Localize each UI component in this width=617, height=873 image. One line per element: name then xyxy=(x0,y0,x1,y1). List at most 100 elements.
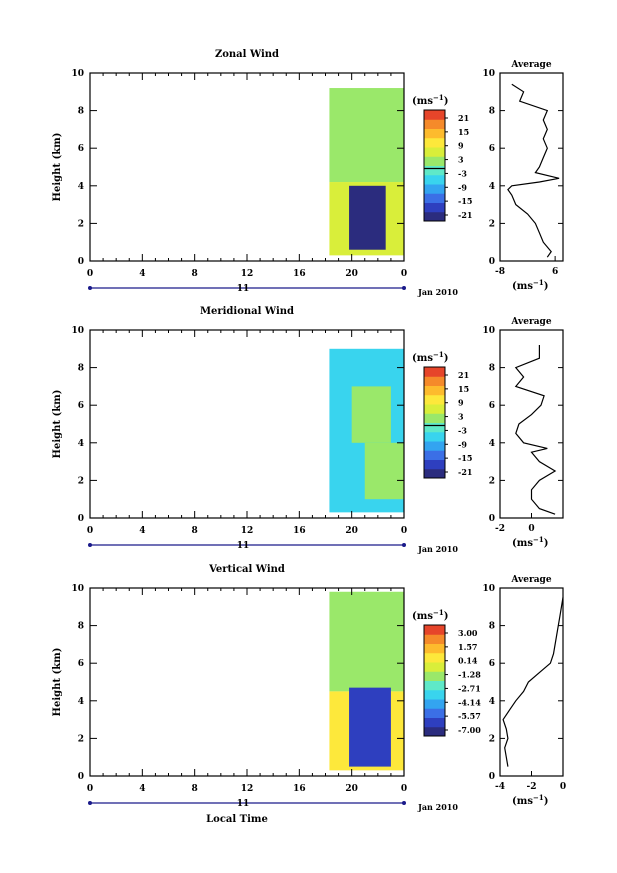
y-tick-label: 6 xyxy=(78,659,84,669)
colorbar-label: 15 xyxy=(458,384,469,394)
profile-y-tick-label: 2 xyxy=(489,219,495,229)
x-tick-label: 20 xyxy=(345,269,358,279)
colorbar-segment xyxy=(424,726,445,737)
y-tick-label: 0 xyxy=(78,257,84,267)
x-tick-label: 0 xyxy=(401,526,407,536)
colorbar-segment xyxy=(424,385,445,396)
colorbar-segment xyxy=(424,699,445,709)
colorbar-segment xyxy=(424,404,445,414)
colorbar-segment xyxy=(424,156,445,166)
y-tick-label: 6 xyxy=(78,401,84,411)
profile-y-tick-label: 6 xyxy=(489,659,495,669)
x-tick-label: 12 xyxy=(241,526,254,536)
profile-y-tick-label: 4 xyxy=(489,697,495,707)
colorbar-segment xyxy=(424,662,445,672)
day-axis-marker xyxy=(88,286,92,290)
colorbar-frame xyxy=(423,624,446,737)
colorbar-label: -5.57 xyxy=(458,711,481,721)
average-title: Average xyxy=(510,317,551,327)
profile-x-tick-label: 0 xyxy=(528,524,534,534)
colorbar-label: -2.71 xyxy=(458,683,481,693)
x-tick-label: 20 xyxy=(345,784,358,794)
colorbar-label: 1.57 xyxy=(458,642,477,652)
y-tick-label: 2 xyxy=(78,734,84,744)
x-tick-label: 4 xyxy=(139,526,145,536)
heat-cell xyxy=(329,591,404,692)
profile-y-tick-label: 0 xyxy=(489,772,495,782)
colorbar-segment xyxy=(424,459,445,470)
day-axis-marker xyxy=(88,543,92,547)
colorbar-segment xyxy=(424,165,445,176)
profile-line xyxy=(507,83,560,258)
x-tick-label: 20 xyxy=(345,526,358,536)
day-axis-marker xyxy=(402,286,406,290)
heat-cell xyxy=(364,442,404,500)
colorbar-segment xyxy=(424,193,445,203)
x-tick-label: 16 xyxy=(293,784,306,794)
profile-frame xyxy=(499,587,564,777)
colorbar-segment xyxy=(424,184,445,194)
colorbar-segment xyxy=(424,717,445,728)
heat-cell xyxy=(351,386,391,443)
profile-x-tick-label: 0 xyxy=(560,782,566,792)
colorbar-label: -9 xyxy=(458,439,467,449)
colorbar-segment xyxy=(424,680,445,691)
y-tick-label: 6 xyxy=(78,144,84,154)
colorbar-segment xyxy=(424,671,445,681)
y-tick-label: 0 xyxy=(78,772,84,782)
x-tick-label: 16 xyxy=(293,526,306,536)
colorbar-segment xyxy=(424,147,445,157)
heat-cell xyxy=(349,687,391,767)
colorbar-label: 21 xyxy=(458,113,469,123)
colorbar-segment xyxy=(424,468,445,479)
y-tick-label: 10 xyxy=(71,69,84,79)
y-tick-label: 4 xyxy=(78,439,84,449)
x-tick-label: 0 xyxy=(87,269,93,279)
colorbar-label: -15 xyxy=(458,453,472,463)
x-tick-label: 4 xyxy=(139,269,145,279)
day-axis-marker xyxy=(88,801,92,805)
colorbar-label: -4.14 xyxy=(458,697,481,707)
profile-y-tick-label: 6 xyxy=(489,144,495,154)
y-tick-label: 4 xyxy=(78,182,84,192)
profile-x-tick-label: -4 xyxy=(495,782,505,792)
colorbar-segment xyxy=(424,422,445,433)
colorbar-segment xyxy=(424,137,445,148)
y-tick-label: 4 xyxy=(78,697,84,707)
colorbar-label: 3.00 xyxy=(458,628,478,638)
colorbar-label: -9 xyxy=(458,182,467,192)
colorbar-frame xyxy=(423,109,446,222)
x-tick-label: 0 xyxy=(87,784,93,794)
x-tick-label: 0 xyxy=(87,526,93,536)
profile-y-tick-label: 8 xyxy=(489,107,495,117)
x-tick-label: 0 xyxy=(401,784,407,794)
colorbar-unit: (ms−1) xyxy=(412,608,448,622)
average-title: Average xyxy=(510,60,551,70)
x-tick-label: 12 xyxy=(241,784,254,794)
y-tick-label: 10 xyxy=(71,326,84,336)
x-axis-label: Local Time xyxy=(206,814,268,825)
profile-y-tick-label: 0 xyxy=(489,257,495,267)
colorbar-label: 15 xyxy=(458,127,469,137)
profile-x-tick-label: -2 xyxy=(527,782,537,792)
profile-unit: (ms−1) xyxy=(512,793,548,807)
colorbar-segment xyxy=(424,634,445,644)
date-label: Jan 2010 xyxy=(417,802,458,812)
colorbar-segment xyxy=(424,202,445,213)
x-tick-label: 8 xyxy=(192,526,198,536)
panel-title: Vertical Wind xyxy=(208,564,285,575)
panel-title: Zonal Wind xyxy=(215,49,279,60)
profile-y-tick-label: 0 xyxy=(489,514,495,524)
y-tick-label: 2 xyxy=(78,476,84,486)
profile-x-tick-label: 6 xyxy=(552,267,558,277)
profile-y-tick-label: 4 xyxy=(489,182,495,192)
profile-frame xyxy=(499,72,564,262)
x-tick-label: 0 xyxy=(401,269,407,279)
profile-y-tick-label: 2 xyxy=(489,476,495,486)
colorbar-label: 9 xyxy=(458,398,464,408)
colorbar-segment xyxy=(424,652,445,663)
y-tick-label: 2 xyxy=(78,219,84,229)
